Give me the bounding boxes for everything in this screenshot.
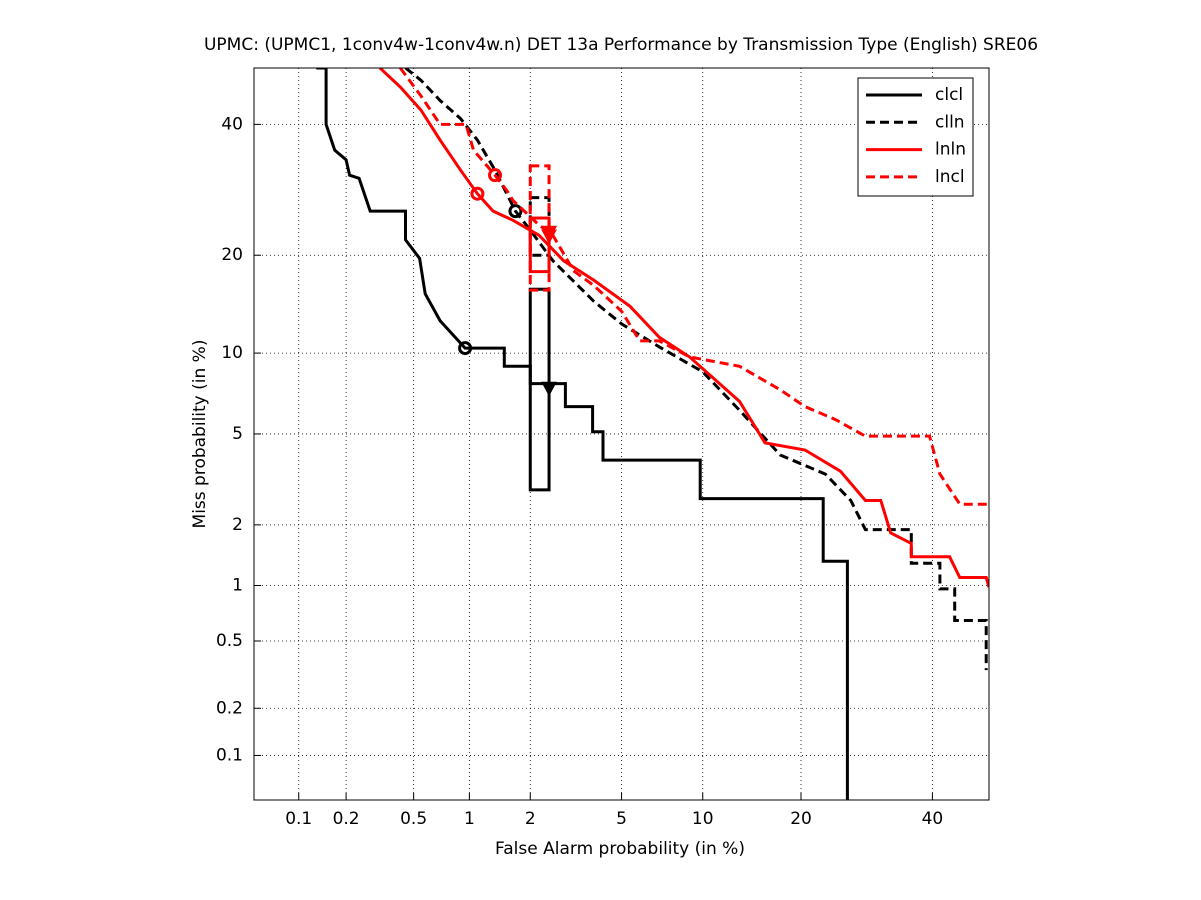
y-tick-label: 10 [221,343,243,363]
det-curve [404,68,988,671]
x-tick-label: 10 [692,809,714,829]
actual-dcf-point [508,204,523,219]
x-tick-label: 5 [616,809,627,829]
x-tick-label: 1 [464,809,475,829]
actual-dcf-point [458,341,473,356]
legend-label: clcl [935,85,963,105]
axes-frame [253,67,990,801]
y-tick-label: 0.1 [216,745,243,765]
x-axis-label: False Alarm probability (in %) [495,839,745,859]
actual-dcf-point [488,168,503,183]
x-tick-label: 20 [790,809,812,829]
y-tick-label: 1 [232,576,243,596]
plot-area [316,68,989,800]
x-tick-label: 40 [922,809,944,829]
legend-label: lncl [935,167,965,187]
x-tick-label: 0.2 [333,809,360,829]
min-dcf-point [541,225,557,241]
y-axis-label: Miss probability (in %) [190,340,210,529]
actual-dcf-point [470,186,485,201]
x-tick-label: 0.1 [285,809,312,829]
legend-label: lnln [935,140,966,160]
det-curve [316,68,849,800]
y-tick-label: 40 [221,114,243,134]
x-tick-label: 2 [525,809,536,829]
x-tick-label: 0.5 [400,809,427,829]
legend-label: clln [935,112,965,132]
y-tick-label: 2 [232,515,243,535]
y-tick-label: 20 [221,245,243,265]
confidence-box [528,164,551,292]
y-tick-label: 0.2 [216,698,243,718]
chart-title: UPMC: (UPMC1, 1conv4w-1conv4w.n) DET 13a… [204,35,1038,55]
det-curve [399,68,989,506]
min-dcf-point [541,381,557,397]
legend: clcl clln lnln lncl [857,77,974,197]
confidence-box [528,216,551,274]
det-curve [378,68,989,588]
y-tick-label: 5 [232,424,243,444]
y-tick-label: 0.5 [216,631,243,651]
